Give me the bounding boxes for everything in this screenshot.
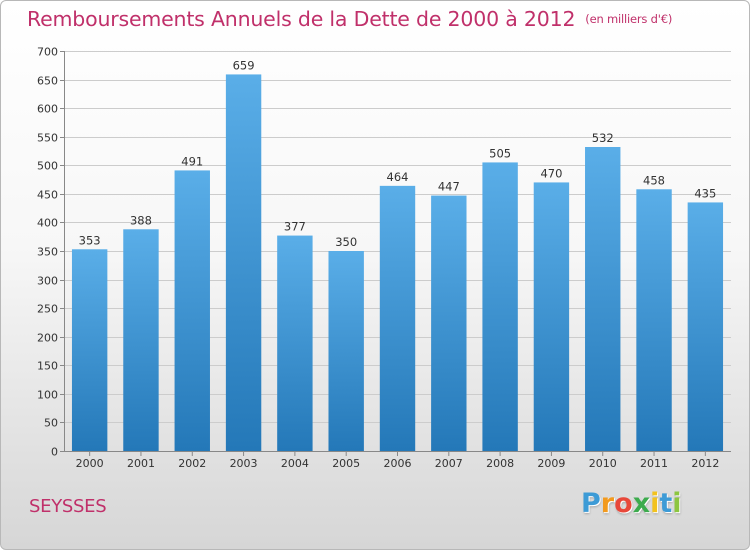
x-tick-label: 2004 [281, 457, 309, 470]
y-tick-label: 0 [51, 446, 58, 459]
bar-2006[interactable] [379, 185, 416, 451]
bar-2001[interactable] [123, 229, 159, 451]
x-tick-label: 2007 [435, 457, 463, 470]
bar-value-label: 532 [592, 131, 614, 145]
y-tick-label: 350 [37, 246, 58, 259]
x-tick-label: 2001 [127, 457, 155, 470]
logo-letter: o [614, 488, 633, 519]
x-tick-label: 2002 [178, 457, 206, 470]
y-tick-label: 200 [37, 332, 58, 345]
axis-layer: 0 50 100 150 200 250 300 350 400 450 500 550 600 650 7… [37, 46, 731, 459]
commune-name: SEYSSES [29, 496, 107, 517]
y-tick-label: 400 [37, 217, 58, 230]
logo-letter: i [672, 488, 682, 519]
chart-title: Remboursements Annuels de la Dette de 20… [27, 7, 672, 31]
bar-value-label: 435 [694, 186, 716, 200]
chart-title-text: Remboursements Annuels de la Dette de 20… [27, 7, 576, 31]
bar-value-label: 353 [79, 233, 101, 247]
y-tick-label: 450 [37, 189, 58, 202]
bar-value-label: 350 [335, 235, 357, 249]
x-tick-label: 2010 [589, 457, 617, 470]
y-tick-label: 150 [37, 360, 58, 373]
x-tick-label: 2005 [332, 457, 360, 470]
bar-2009[interactable] [533, 182, 570, 451]
logo-letter: x [632, 488, 651, 519]
y-tick-label: 650 [37, 75, 58, 88]
bar-value-label: 464 [387, 170, 409, 184]
y-tick-label: 300 [37, 275, 58, 288]
bar-value-label: 388 [130, 213, 152, 227]
y-tick-label: 100 [37, 389, 58, 402]
bar-2008[interactable] [482, 162, 518, 451]
logo-letter: P [581, 488, 601, 519]
y-tick-label: 700 [37, 46, 58, 59]
bar-2010[interactable] [585, 147, 621, 451]
x-tick-label: 2009 [537, 457, 565, 470]
bar-value-label: 659 [233, 58, 255, 72]
bar-2011[interactable] [636, 189, 672, 452]
x-tick-label: 2012 [691, 457, 719, 470]
label-layer: 353 2000 388 2001 491 2002 659 2003 377 2004 350 20… [76, 58, 720, 470]
logo-letter: i [650, 488, 660, 519]
bar-2000[interactable] [71, 249, 108, 451]
bar-2002[interactable] [174, 170, 210, 451]
bar-2007[interactable] [431, 195, 467, 451]
bar-layer [71, 74, 724, 452]
y-tick-label: 600 [37, 103, 58, 116]
y-tick-label: 250 [37, 303, 58, 316]
bar-2005[interactable] [328, 251, 364, 451]
y-tick-label: 500 [37, 160, 58, 173]
bar-value-label: 505 [489, 146, 511, 160]
x-tick-label: 2000 [76, 457, 104, 470]
x-tick-label: 2008 [486, 457, 514, 470]
x-tick-label: 2006 [384, 457, 412, 470]
bar-value-label: 470 [540, 166, 562, 180]
chart-unit-label: (en milliers d'€) [585, 12, 673, 26]
bar-2004[interactable] [277, 235, 313, 451]
bar-2012[interactable] [687, 202, 724, 451]
logo-letter: t [659, 488, 673, 519]
bar-value-label: 458 [643, 173, 665, 187]
bar-value-label: 447 [438, 180, 460, 194]
logo-letter: r [600, 488, 615, 519]
bar-value-label: 377 [284, 220, 306, 234]
x-tick-label: 2003 [230, 457, 258, 470]
y-tick-label: 550 [37, 132, 58, 145]
bar-2003[interactable] [225, 74, 262, 451]
y-tick-label: 50 [44, 417, 58, 430]
x-tick-label: 2011 [640, 457, 668, 470]
proxiti-logo[interactable]: Proxiti [581, 488, 682, 519]
bar-value-label: 491 [181, 154, 203, 168]
